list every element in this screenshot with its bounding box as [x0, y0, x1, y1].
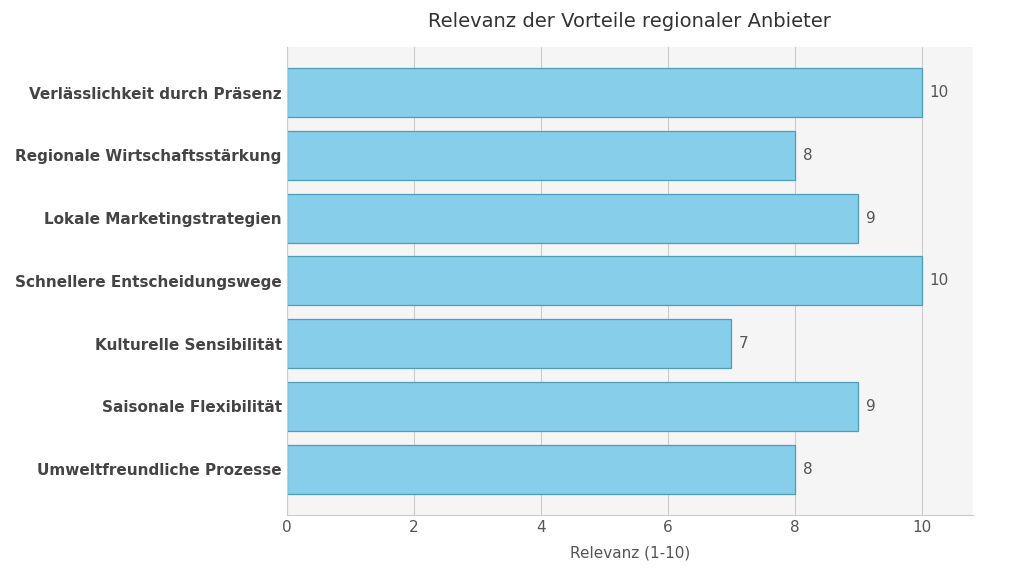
Bar: [287, 194, 858, 243]
Bar: [287, 68, 922, 117]
Bar: [287, 131, 795, 180]
Text: 9: 9: [866, 211, 876, 226]
Bar: [287, 445, 795, 494]
Text: 8: 8: [803, 462, 812, 477]
Y-axis label: Vorteile: Vorteile: [0, 252, 4, 310]
Text: 9: 9: [866, 399, 876, 414]
Bar: [287, 382, 858, 431]
Bar: [287, 256, 922, 305]
Bar: [287, 319, 731, 368]
Text: 7: 7: [739, 336, 749, 351]
Text: 10: 10: [930, 85, 949, 100]
Title: Relevanz der Vorteile regionaler Anbieter: Relevanz der Vorteile regionaler Anbiete…: [428, 12, 831, 32]
X-axis label: Relevanz (1-10): Relevanz (1-10): [569, 546, 690, 561]
Text: 10: 10: [930, 273, 949, 288]
Text: 8: 8: [803, 148, 812, 163]
